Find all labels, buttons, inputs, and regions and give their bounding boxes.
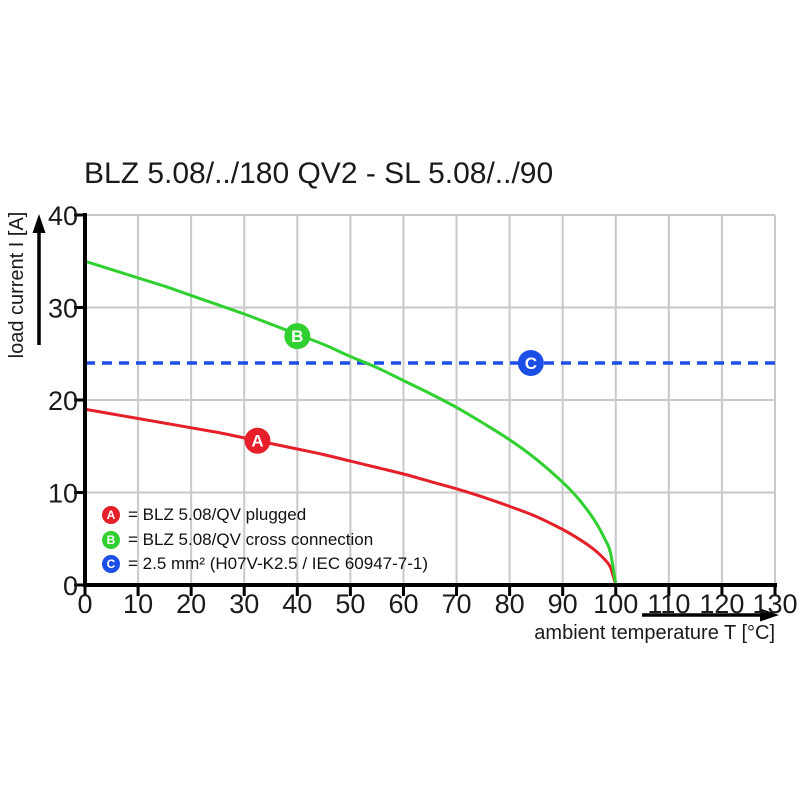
legend-badge-b: B [102, 531, 120, 549]
y-axis-arrowhead [32, 214, 46, 233]
x-axis-arrowhead [760, 608, 779, 622]
x-tick-label: 50 [335, 589, 365, 619]
legend-item-cross-connection: B = BLZ 5.08/QV cross connection [102, 527, 373, 553]
legend-badge-c: C [102, 555, 120, 573]
y-tick-label: 30 [48, 294, 78, 324]
y-tick-label: 10 [48, 479, 78, 509]
x-axis-label: ambient temperature T [°C] [534, 622, 775, 644]
marker-letter-A: A [251, 432, 263, 451]
series-blz-5-08-qv-cross-connection [84, 259, 618, 586]
marker-A [244, 427, 271, 454]
marker-B [284, 323, 311, 350]
series-blz-5-08-qv-plugged [84, 407, 618, 586]
y-tick-label: 40 [48, 201, 78, 231]
x-tick-label: 70 [442, 589, 472, 619]
x-tick-label: 20 [176, 589, 206, 619]
y-tick-label: 20 [48, 386, 78, 416]
x-tick-label: 130 [752, 589, 797, 619]
x-tick-label: 90 [548, 589, 578, 619]
legend-item-plugged: A = BLZ 5.08/QV plugged [102, 502, 306, 528]
marker-C [517, 350, 544, 376]
marker-letter-B: B [291, 327, 303, 346]
x-tick-label: 0 [77, 589, 92, 619]
x-tick-label: 110 [647, 589, 690, 619]
x-tick-label: 30 [229, 589, 259, 619]
marker-letter-C: C [525, 354, 537, 373]
legend-label-cross-connection: = BLZ 5.08/QV cross connection [128, 530, 374, 549]
x-tick-label: 120 [699, 589, 744, 619]
x-tick-label: 80 [495, 589, 525, 619]
legend-badge-a: A [102, 506, 120, 524]
chart-title: BLZ 5.08/../180 QV2 - SL 5.08/../90 [84, 157, 554, 190]
x-tick-label: 60 [388, 589, 418, 619]
x-tick-label: 100 [593, 589, 638, 619]
legend-label-wire: = 2.5 mm² (H07V-K2.5 / IEC 60947-7-1) [128, 554, 428, 573]
legend-label-plugged: = BLZ 5.08/QV plugged [128, 505, 307, 524]
x-tick-label: 40 [282, 589, 312, 619]
x-tick-label: 10 [123, 589, 153, 619]
y-tick-label: 0 [63, 571, 78, 601]
legend-item-wire: C = 2.5 mm² (H07V-K2.5 / IEC 60947-7-1) [102, 551, 428, 577]
